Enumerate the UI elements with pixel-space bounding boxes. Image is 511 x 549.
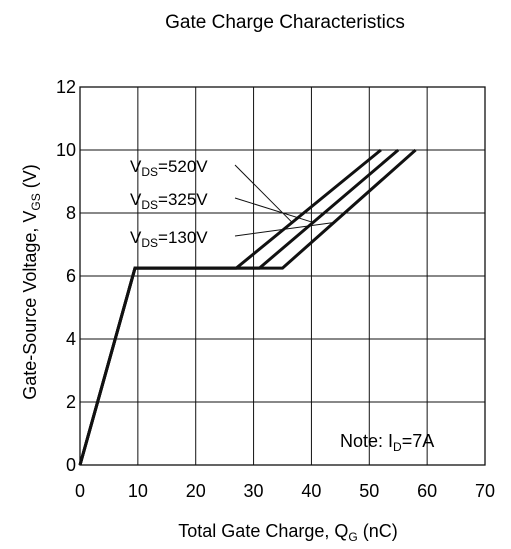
series-label: VDS=130V <box>130 228 208 250</box>
y-tick-label: 12 <box>56 77 76 97</box>
series-labels: VDS=520V VDS=325V VDS=130V <box>130 157 208 250</box>
x-tick-label: 60 <box>417 481 437 501</box>
y-axis-label: Gate-Source Voltage, VGS (V) <box>20 164 43 399</box>
y-tick-label: 6 <box>66 266 76 286</box>
y-tick-label: 10 <box>56 140 76 160</box>
chart-title: Gate Charge Characteristics <box>165 12 405 33</box>
leader-line <box>235 165 292 222</box>
y-tick-label: 2 <box>66 392 76 412</box>
y-tick-label: 8 <box>66 203 76 223</box>
grid-lines <box>80 87 485 465</box>
x-tick-label: 20 <box>186 481 206 501</box>
x-tick-labels: 0 10 20 30 40 50 60 70 <box>75 481 495 501</box>
x-tick-label: 40 <box>301 481 321 501</box>
note-label: Note: ID=7A <box>340 431 434 454</box>
x-tick-label: 30 <box>244 481 264 501</box>
x-tick-label: 50 <box>359 481 379 501</box>
y-tick-label: 0 <box>66 455 76 475</box>
series-label: VDS=325V <box>130 190 208 212</box>
y-tick-label: 4 <box>66 329 76 349</box>
x-axis-label: Total Gate Charge, QG (nC) <box>178 521 397 544</box>
series-label: VDS=520V <box>130 157 208 179</box>
x-tick-label: 10 <box>128 481 148 501</box>
y-tick-labels: 0 2 4 6 8 10 12 <box>56 77 76 475</box>
leader-line <box>235 198 313 222</box>
series-line <box>80 150 398 465</box>
x-tick-label: 0 <box>75 481 85 501</box>
x-tick-label: 70 <box>475 481 495 501</box>
